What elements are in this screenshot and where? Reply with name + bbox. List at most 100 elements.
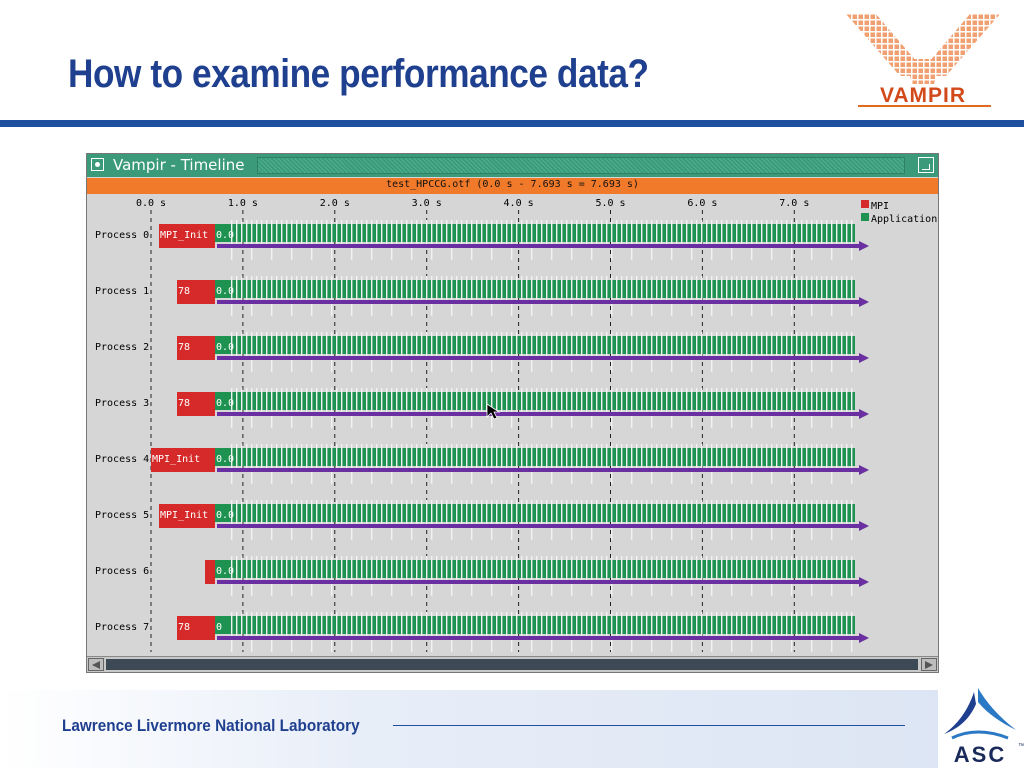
- mpi-call-stripe: [836, 556, 838, 582]
- mpi-block[interactable]: [159, 504, 215, 528]
- mpi-call-stripe: [246, 556, 248, 582]
- mpi-call-stripe: [321, 220, 323, 246]
- mpi-call-stripe: [456, 444, 458, 470]
- mpi-call-stripe: [301, 276, 303, 302]
- mpi-call-stripe: [781, 612, 783, 638]
- mpi-call-stripe: [491, 444, 493, 484]
- mpi-block[interactable]: [151, 448, 215, 472]
- mpi-call-stripe: [736, 556, 738, 582]
- mpi-call-stripe: [491, 276, 493, 316]
- scroll-thumb[interactable]: [106, 659, 918, 670]
- window-menu-icon[interactable]: [91, 158, 104, 171]
- application-bar[interactable]: [215, 224, 855, 242]
- mpi-block[interactable]: [159, 224, 215, 248]
- mpi-block-label: MPI_Init: [152, 454, 200, 465]
- mpi-call-stripe: [551, 388, 553, 428]
- mpi-call-stripe: [541, 444, 543, 470]
- mpi-call-stripe: [806, 444, 808, 470]
- timeline-plot[interactable]: 0.0 s 1.0 s 2.0 s 3.0 s 4.0 s 5.0 s 6.0 s 7.0 s…: [87, 194, 938, 654]
- mpi-call-stripe: [581, 276, 583, 302]
- mpi-call-stripe: [406, 276, 408, 302]
- mpi-call-stripe: [476, 556, 478, 582]
- mpi-call-stripe: [696, 500, 698, 526]
- titlebar-drag-area[interactable]: [257, 157, 905, 174]
- mpi-call-stripe: [781, 444, 783, 470]
- process-label[interactable]: Process 0: [95, 230, 149, 241]
- mpi-call-stripe: [306, 388, 308, 414]
- mpi-call-stripe: [801, 220, 803, 246]
- scroll-right-icon[interactable]: [921, 658, 937, 671]
- maximize-icon[interactable]: [918, 157, 934, 173]
- process-label[interactable]: Process 5: [95, 510, 149, 521]
- mpi-call-stripe: [406, 220, 408, 246]
- mpi-call-stripe: [531, 556, 533, 596]
- mpi-call-stripe: [461, 500, 463, 526]
- mpi-block[interactable]: [205, 560, 215, 584]
- mpi-call-stripe: [731, 388, 733, 428]
- mpi-call-stripe: [481, 388, 483, 414]
- mpi-call-stripe: [656, 332, 658, 358]
- mpi-block[interactable]: [177, 336, 215, 360]
- mpi-call-stripe: [706, 612, 708, 638]
- mpi-call-stripe: [676, 444, 678, 470]
- mpi-call-stripe: [551, 556, 553, 596]
- mpi-call-stripe: [451, 556, 453, 596]
- window-titlebar[interactable]: Vampir - Timeline: [87, 154, 938, 177]
- mpi-call-stripe: [716, 220, 718, 246]
- mpi-call-stripe: [586, 332, 588, 358]
- application-bar[interactable]: [215, 448, 855, 466]
- application-bar[interactable]: [215, 392, 855, 410]
- process-label[interactable]: Process 6: [95, 566, 149, 577]
- mpi-call-stripe: [681, 276, 683, 302]
- application-bar[interactable]: [215, 280, 855, 298]
- process-label[interactable]: Process 2: [95, 342, 149, 353]
- mpi-call-stripe: [701, 444, 703, 470]
- mpi-block[interactable]: [177, 616, 215, 640]
- mpi-call-stripe: [396, 276, 398, 302]
- mpi-call-stripe: [511, 276, 513, 316]
- scroll-left-icon[interactable]: [88, 658, 104, 671]
- mpi-call-stripe: [331, 332, 333, 372]
- application-bar[interactable]: [215, 336, 855, 354]
- mpi-call-stripe: [576, 388, 578, 414]
- application-bar[interactable]: [215, 504, 855, 522]
- process-label[interactable]: Process 1: [95, 286, 149, 297]
- mpi-call-stripe: [416, 500, 418, 526]
- mpi-block[interactable]: [177, 280, 215, 304]
- mpi-call-stripe: [711, 388, 713, 428]
- mpi-call-stripe: [821, 612, 823, 638]
- mpi-call-stripe: [761, 276, 763, 302]
- horizontal-scrollbar[interactable]: [87, 656, 938, 672]
- process-label[interactable]: Process 3: [95, 398, 149, 409]
- application-bar[interactable]: [215, 560, 855, 578]
- mpi-call-stripe: [746, 444, 748, 470]
- mpi-call-stripe: [506, 500, 508, 526]
- mpi-call-stripe: [776, 612, 778, 638]
- mpi-call-stripe: [606, 444, 608, 470]
- mpi-call-stripe: [256, 612, 258, 638]
- mpi-call-stripe: [681, 612, 683, 638]
- mpi-call-stripe: [276, 444, 278, 470]
- mpi-call-stripe: [261, 388, 263, 414]
- mpi-call-stripe: [501, 612, 503, 638]
- legend-label: Application: [871, 214, 937, 225]
- mpi-call-stripe: [836, 276, 838, 302]
- mpi-call-stripe: [581, 332, 583, 358]
- mpi-call-stripe: [266, 500, 268, 526]
- mpi-block[interactable]: [177, 392, 215, 416]
- mpi-call-stripe: [711, 500, 713, 540]
- mpi-call-stripe: [631, 612, 633, 652]
- mpi-call-stripe: [811, 556, 813, 596]
- process-label[interactable]: Process 7: [95, 622, 149, 633]
- process-label[interactable]: Process 4: [95, 454, 149, 465]
- mpi-call-stripe: [821, 556, 823, 582]
- mpi-call-stripe: [641, 556, 643, 582]
- mpi-call-stripe: [836, 444, 838, 470]
- mpi-call-stripe: [396, 556, 398, 582]
- mpi-call-stripe: [576, 500, 578, 526]
- mpi-call-stripe: [511, 444, 513, 484]
- mpi-call-stripe: [816, 612, 818, 638]
- mpi-call-stripe: [236, 500, 238, 526]
- application-bar[interactable]: [215, 616, 855, 634]
- mpi-call-stripe: [551, 332, 553, 372]
